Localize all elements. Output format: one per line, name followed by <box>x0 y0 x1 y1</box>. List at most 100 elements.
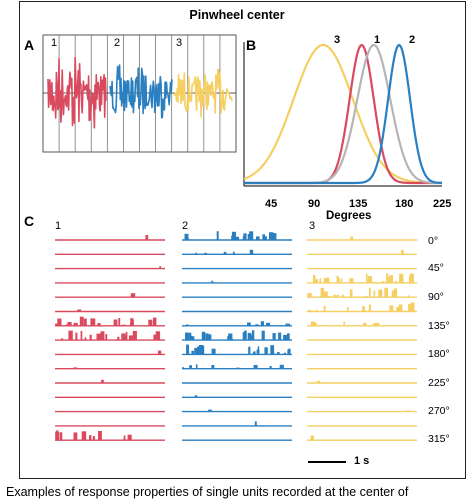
raster-bar <box>155 331 161 341</box>
raster-bar <box>323 306 326 312</box>
raster-bar <box>410 302 415 312</box>
orientation-label-270: 270° <box>428 405 450 417</box>
panel-c-unit-1: 1 <box>55 220 62 232</box>
raster-bar <box>349 289 353 298</box>
curve-label-3: 3 <box>334 34 341 46</box>
raster-bar <box>277 352 280 355</box>
raster-bar <box>401 249 404 255</box>
raster-bar <box>372 323 377 326</box>
raster-bar <box>118 318 121 326</box>
raster-bar <box>287 333 290 341</box>
raster-bar <box>328 324 331 326</box>
raster-bar <box>307 310 312 312</box>
raster-bar <box>145 235 149 240</box>
raster-bar <box>211 348 216 355</box>
figure-caption: Examples of response properties of singl… <box>6 485 409 499</box>
raster-bar <box>132 334 137 341</box>
raster-bar <box>130 318 134 326</box>
raster-bar <box>211 280 214 283</box>
raster-bar <box>65 324 69 326</box>
raster-bar <box>96 333 101 341</box>
raster-bar <box>320 287 325 298</box>
raster-bar <box>205 333 209 341</box>
raster-bar <box>255 324 259 326</box>
raster-bar <box>322 292 326 298</box>
raster-bar <box>77 309 82 312</box>
orientation-label-180: 180° <box>428 348 450 360</box>
raster-bar <box>157 350 162 355</box>
raster-bar <box>266 322 271 326</box>
raster-bar <box>366 273 368 283</box>
raster-bar <box>57 318 62 326</box>
raster-bar <box>127 434 132 441</box>
panel-b-label: B <box>246 37 257 53</box>
raster-bar <box>223 251 227 255</box>
raster-bar <box>92 436 95 441</box>
raster-bar <box>310 435 314 441</box>
raster-bar <box>191 336 195 341</box>
raster-bar <box>272 333 276 341</box>
raster-bar <box>59 432 63 441</box>
raster-bar <box>399 273 404 283</box>
raster-bar <box>326 277 330 283</box>
raster-bar <box>278 332 282 341</box>
raster-bar <box>398 304 403 312</box>
raster-bar <box>248 346 251 355</box>
raster-bar <box>198 345 204 355</box>
raster-bar <box>201 331 206 341</box>
raster-bar <box>84 337 87 341</box>
raster-bar <box>364 296 368 298</box>
raster-bar <box>247 234 252 240</box>
raster-bar <box>247 322 251 326</box>
raster-bar <box>373 290 376 298</box>
panel-a-unit-1: 1 <box>51 37 58 49</box>
figure-frame <box>19 1 466 479</box>
raster-bar <box>185 332 188 341</box>
raster-bar <box>264 236 267 240</box>
raster-bar <box>315 309 318 312</box>
raster-bar <box>394 281 398 283</box>
raster-bar <box>201 345 205 355</box>
raster-bar <box>389 275 393 283</box>
raster-bar <box>79 316 84 326</box>
panel-a-trace-3 <box>173 68 233 118</box>
raster-bar <box>368 276 371 283</box>
raster-bar <box>208 409 212 412</box>
raster-bar <box>101 379 104 383</box>
raster-bar <box>236 367 240 369</box>
raster-bar <box>386 273 389 283</box>
raster-bar <box>248 337 251 341</box>
raster-bar <box>256 349 260 355</box>
raster-bar <box>323 278 328 283</box>
raster-bar <box>388 276 390 283</box>
orientation-label-135: 135° <box>428 320 450 332</box>
raster-bar <box>319 278 322 283</box>
raster-bar <box>153 317 157 326</box>
curve-label-2: 2 <box>409 34 416 46</box>
raster-bar <box>362 306 365 312</box>
raster-bar <box>340 278 343 283</box>
raster-bar <box>288 348 291 355</box>
raster-bar <box>249 251 253 255</box>
raster-bar <box>363 322 367 326</box>
raster-bar <box>285 323 290 326</box>
raster-bar <box>189 365 192 369</box>
raster-bar <box>148 319 153 326</box>
raster-bar <box>410 273 414 283</box>
raster-bar <box>333 294 336 298</box>
x-tick-label: 90 <box>308 198 321 210</box>
raster-bar <box>113 319 118 326</box>
raster-bar <box>269 366 272 369</box>
raster-bar <box>389 305 394 312</box>
raster-bar <box>186 324 189 326</box>
raster-bar <box>204 252 207 255</box>
raster-bar <box>396 307 401 312</box>
raster-bar <box>253 365 258 369</box>
x-tick-label: 180 <box>395 198 414 210</box>
raster-bar <box>350 236 353 240</box>
raster-bar <box>73 432 78 441</box>
raster-bar <box>194 395 198 398</box>
raster-bar <box>262 234 266 240</box>
orientation-label-45: 45° <box>428 262 444 274</box>
